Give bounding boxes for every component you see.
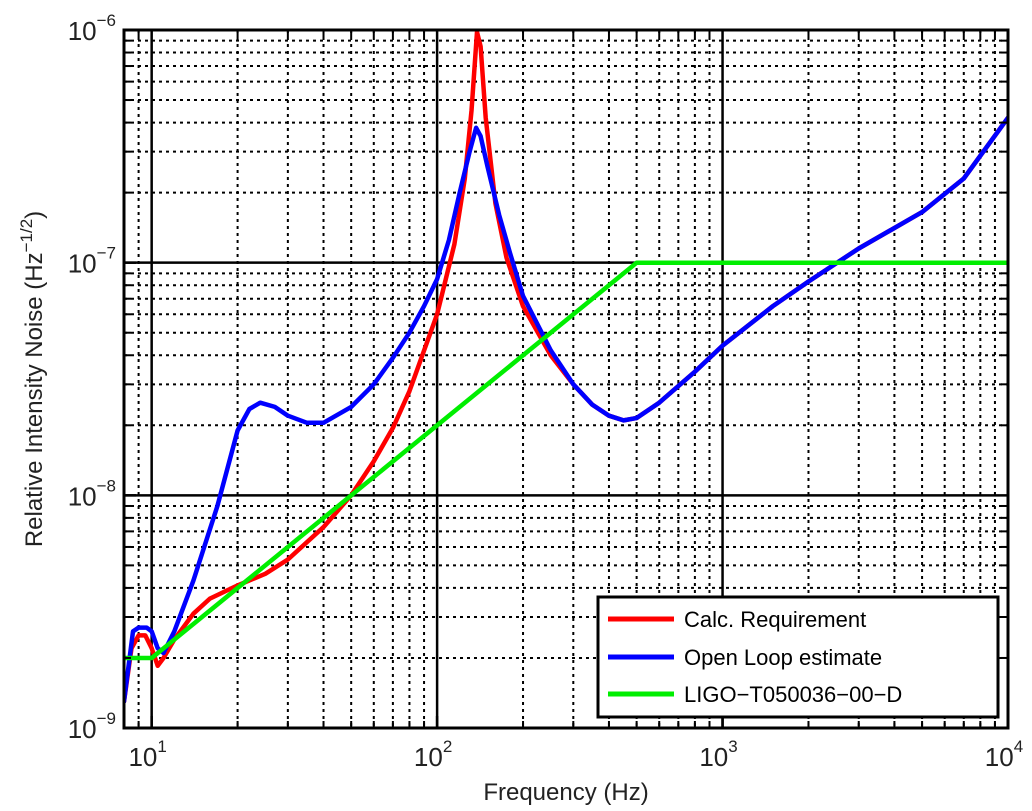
legend: Calc. Requirement Open Loop estimate LIG… — [598, 597, 998, 717]
x-tick-label: 101 — [128, 737, 166, 772]
x-tick-base: 10 — [699, 742, 728, 772]
x-tick-base: 10 — [414, 742, 443, 772]
x-tick-exp: 1 — [157, 737, 166, 756]
x-tick-base: 10 — [985, 742, 1014, 772]
y-axis-title-close: ) — [21, 211, 48, 219]
y-tick-exp: −8 — [97, 476, 116, 495]
x-tick-exp: 2 — [443, 737, 452, 756]
x-tick-label: 104 — [985, 737, 1023, 772]
y-tick-label: 10−7 — [68, 244, 116, 279]
y-axis-title-main: Relative Intensity Noise (Hz — [21, 252, 48, 547]
x-tick-base: 10 — [128, 742, 157, 772]
y-tick-label: 10−9 — [68, 709, 116, 744]
y-tick-exp: −6 — [97, 11, 116, 30]
y-axis-title-exp: −1/2 — [17, 219, 36, 253]
y-tick-exp: −7 — [97, 244, 116, 263]
x-axis-title: Frequency (Hz) — [483, 779, 648, 806]
y-tick-base: 10 — [68, 16, 97, 46]
x-tick-exp: 4 — [1014, 737, 1023, 756]
legend-label-open-loop-estimate: Open Loop estimate — [684, 645, 882, 670]
x-tick-exp: 3 — [728, 737, 737, 756]
y-tick-label: 10−8 — [68, 476, 116, 511]
legend-label-calc-requirement: Calc. Requirement — [684, 607, 866, 632]
legend-label-ligo-t050036: LIGO−T050036−00−D — [684, 682, 902, 707]
y-tick-label: 10−6 — [68, 11, 116, 46]
y-tick-base: 10 — [68, 714, 97, 744]
y-tick-base: 10 — [68, 481, 97, 511]
y-tick-exp: −9 — [97, 709, 116, 728]
y-axis-title: Relative Intensity Noise (Hz−1/2) — [17, 211, 48, 547]
y-tick-base: 10 — [68, 249, 97, 279]
x-tick-label: 103 — [699, 737, 737, 772]
x-tick-label: 102 — [414, 737, 452, 772]
